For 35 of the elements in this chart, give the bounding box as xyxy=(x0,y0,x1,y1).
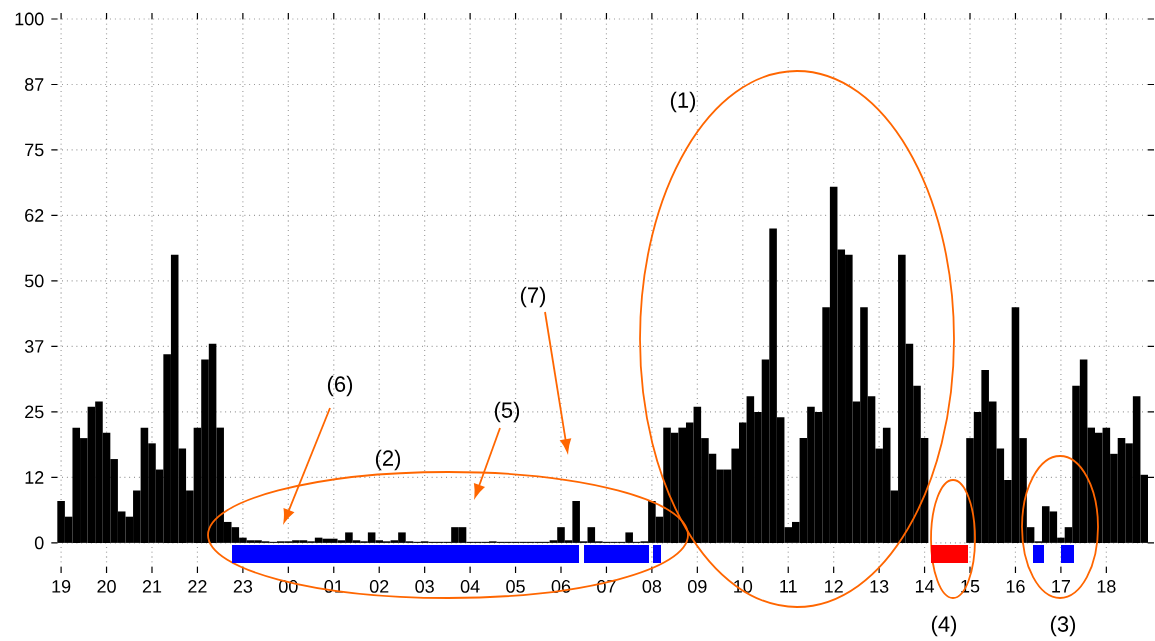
y-tick-label: 37 xyxy=(24,340,44,353)
y-tick-label: 62 xyxy=(25,209,44,222)
annotation: (7) xyxy=(520,286,546,308)
y-tick-label: 50 xyxy=(24,274,44,288)
y-tick-label: 12 xyxy=(25,471,44,484)
y-tick-label: 75 xyxy=(25,143,44,157)
x-tick-label: 14 xyxy=(915,580,935,593)
x-tick-label: 18 xyxy=(1097,580,1116,593)
y-tick-label: 25 xyxy=(25,405,44,419)
y-tick-label: 100 xyxy=(15,12,44,26)
y-tick-label: 87 xyxy=(25,78,44,91)
annotation: (5) xyxy=(494,401,520,423)
annotation: (6) xyxy=(327,375,353,397)
x-tick-label: 19 xyxy=(52,580,71,593)
x-tick-label: 09 xyxy=(688,580,707,593)
x-tick-label: 22 xyxy=(188,580,207,593)
x-tick-label: 16 xyxy=(1006,580,1025,593)
x-tick-label: 02 xyxy=(369,580,389,593)
x-tick-label: 08 xyxy=(642,580,662,593)
x-tick-label: 04 xyxy=(460,580,480,593)
annotation: (1) xyxy=(670,91,696,113)
x-tick-label: 11 xyxy=(780,580,797,593)
x-tick-label: 12 xyxy=(825,580,843,593)
x-tick-label: 17 xyxy=(1052,580,1070,593)
x-tick-label: 20 xyxy=(97,580,116,593)
y-tick-label: 0 xyxy=(34,536,44,550)
x-tick-label: 23 xyxy=(233,580,253,593)
text: (3) xyxy=(1050,615,1076,637)
x-tick-label: 03 xyxy=(415,580,434,593)
text: (4) xyxy=(931,615,957,637)
x-tick-label: 05 xyxy=(506,580,525,593)
x-tick-label: 21 xyxy=(142,580,162,593)
x-tick-label: 13 xyxy=(870,580,889,593)
annotation: (2) xyxy=(375,449,401,471)
x-tick-label: 10 xyxy=(734,580,753,593)
